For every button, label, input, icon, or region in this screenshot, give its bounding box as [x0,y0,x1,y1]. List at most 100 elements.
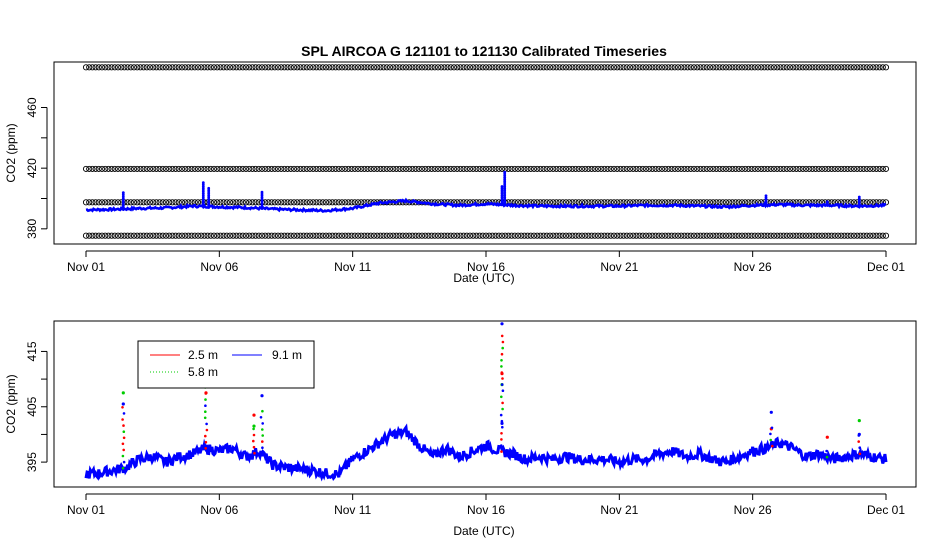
calibration-point [105,165,112,172]
calibration-point [652,64,659,71]
calibration-point [774,64,781,71]
calibration-point [738,232,746,239]
calibration-point [300,199,307,206]
calibration-point [671,64,678,71]
calibration-point [809,165,816,172]
calibration-point [310,199,317,206]
calibration-point [82,232,90,239]
spike-point [825,455,829,459]
calibration-point [89,165,96,172]
calibration-point [646,165,653,172]
calibration-point [313,64,320,71]
calibration-point [86,165,93,172]
calibration-point [265,232,272,239]
x-tick-label: Dec 01 [867,503,905,517]
calibration-point [838,64,845,71]
calibration-point [252,64,259,71]
calibration-point [156,232,163,239]
calibration-point [294,165,301,172]
calibration-point [111,232,118,239]
calibration-point [438,165,445,172]
calibration-point [108,199,115,206]
calibration-point [207,165,214,172]
calibration-point [812,64,819,71]
calibration-point [489,64,496,71]
calibration-point [562,64,570,71]
calibration-point [287,199,294,206]
calibration-point [726,199,733,206]
spike-point [857,434,861,437]
calibration-point [377,232,384,239]
calibration-point [82,199,90,206]
calibration-point [687,64,694,71]
calibration-point [486,232,493,239]
calibration-point [297,199,304,206]
calibration-point [178,165,186,172]
spike-point [121,442,125,446]
calibration-point [745,165,752,172]
spike-point [204,440,208,444]
calibration-point [598,165,605,172]
calibration-point [236,64,243,71]
spike-point [207,186,211,190]
calibration-point [105,64,112,71]
calibration-point [665,232,672,239]
calibration-point [518,165,525,172]
calibration-point [681,232,688,239]
calibration-point [230,64,237,71]
calibration-point [678,64,685,71]
spike-point [205,422,208,426]
calibration-point [124,199,131,206]
calibration-point [201,232,208,239]
calibration-point [236,232,243,239]
calibration-point [546,64,554,71]
calibration-point [796,232,803,239]
calibration-point [134,165,141,172]
spike-point [499,413,503,417]
calibration-point [140,199,147,206]
calibration-point [191,232,198,239]
calibration-point [130,64,138,71]
calibration-point [89,64,96,71]
calibration-point [108,165,115,172]
calibration-point [345,64,352,71]
calibration-point [460,64,467,71]
calibration-point [754,165,762,172]
calibration-point [185,165,192,172]
calibration-point [188,165,195,172]
calibration-point [642,232,650,239]
calibration-point [249,199,256,206]
calibration-point [182,232,189,239]
calibration-point [300,64,307,71]
calibration-point [633,64,640,71]
calibration-point [822,165,829,172]
calibration-point [233,64,240,71]
calibration-point [290,165,298,172]
calibration-point [271,232,278,239]
calibration-point [646,64,653,71]
calibration-point [262,64,269,71]
calibration-point [604,165,611,172]
calibration-point [850,232,858,239]
calibration-point [658,232,666,239]
calibration-point [511,165,518,172]
calibration-point [479,165,486,172]
calibration-point [316,199,323,206]
calibration-point [719,64,726,71]
calibration-point [178,232,186,239]
x-tick-label: Nov 11 [334,260,371,274]
calibration-point [348,64,355,71]
x-axis-bottom: Nov 01 Nov 06 Nov 11 Nov 16 Nov 21 Nov 26 Dec … [67,493,905,517]
calibration-point [438,64,445,71]
calibration-point [697,165,704,172]
calibration-point [524,232,531,239]
calibration-point [338,64,346,71]
calibration-point [604,232,611,239]
calibration-point [572,165,579,172]
spike-point [500,444,503,447]
x-tick-label: Nov 21 [600,503,638,517]
calibration-point [710,232,717,239]
calibration-point [370,165,378,172]
calibration-point [274,232,282,239]
calibration-point [847,232,854,239]
